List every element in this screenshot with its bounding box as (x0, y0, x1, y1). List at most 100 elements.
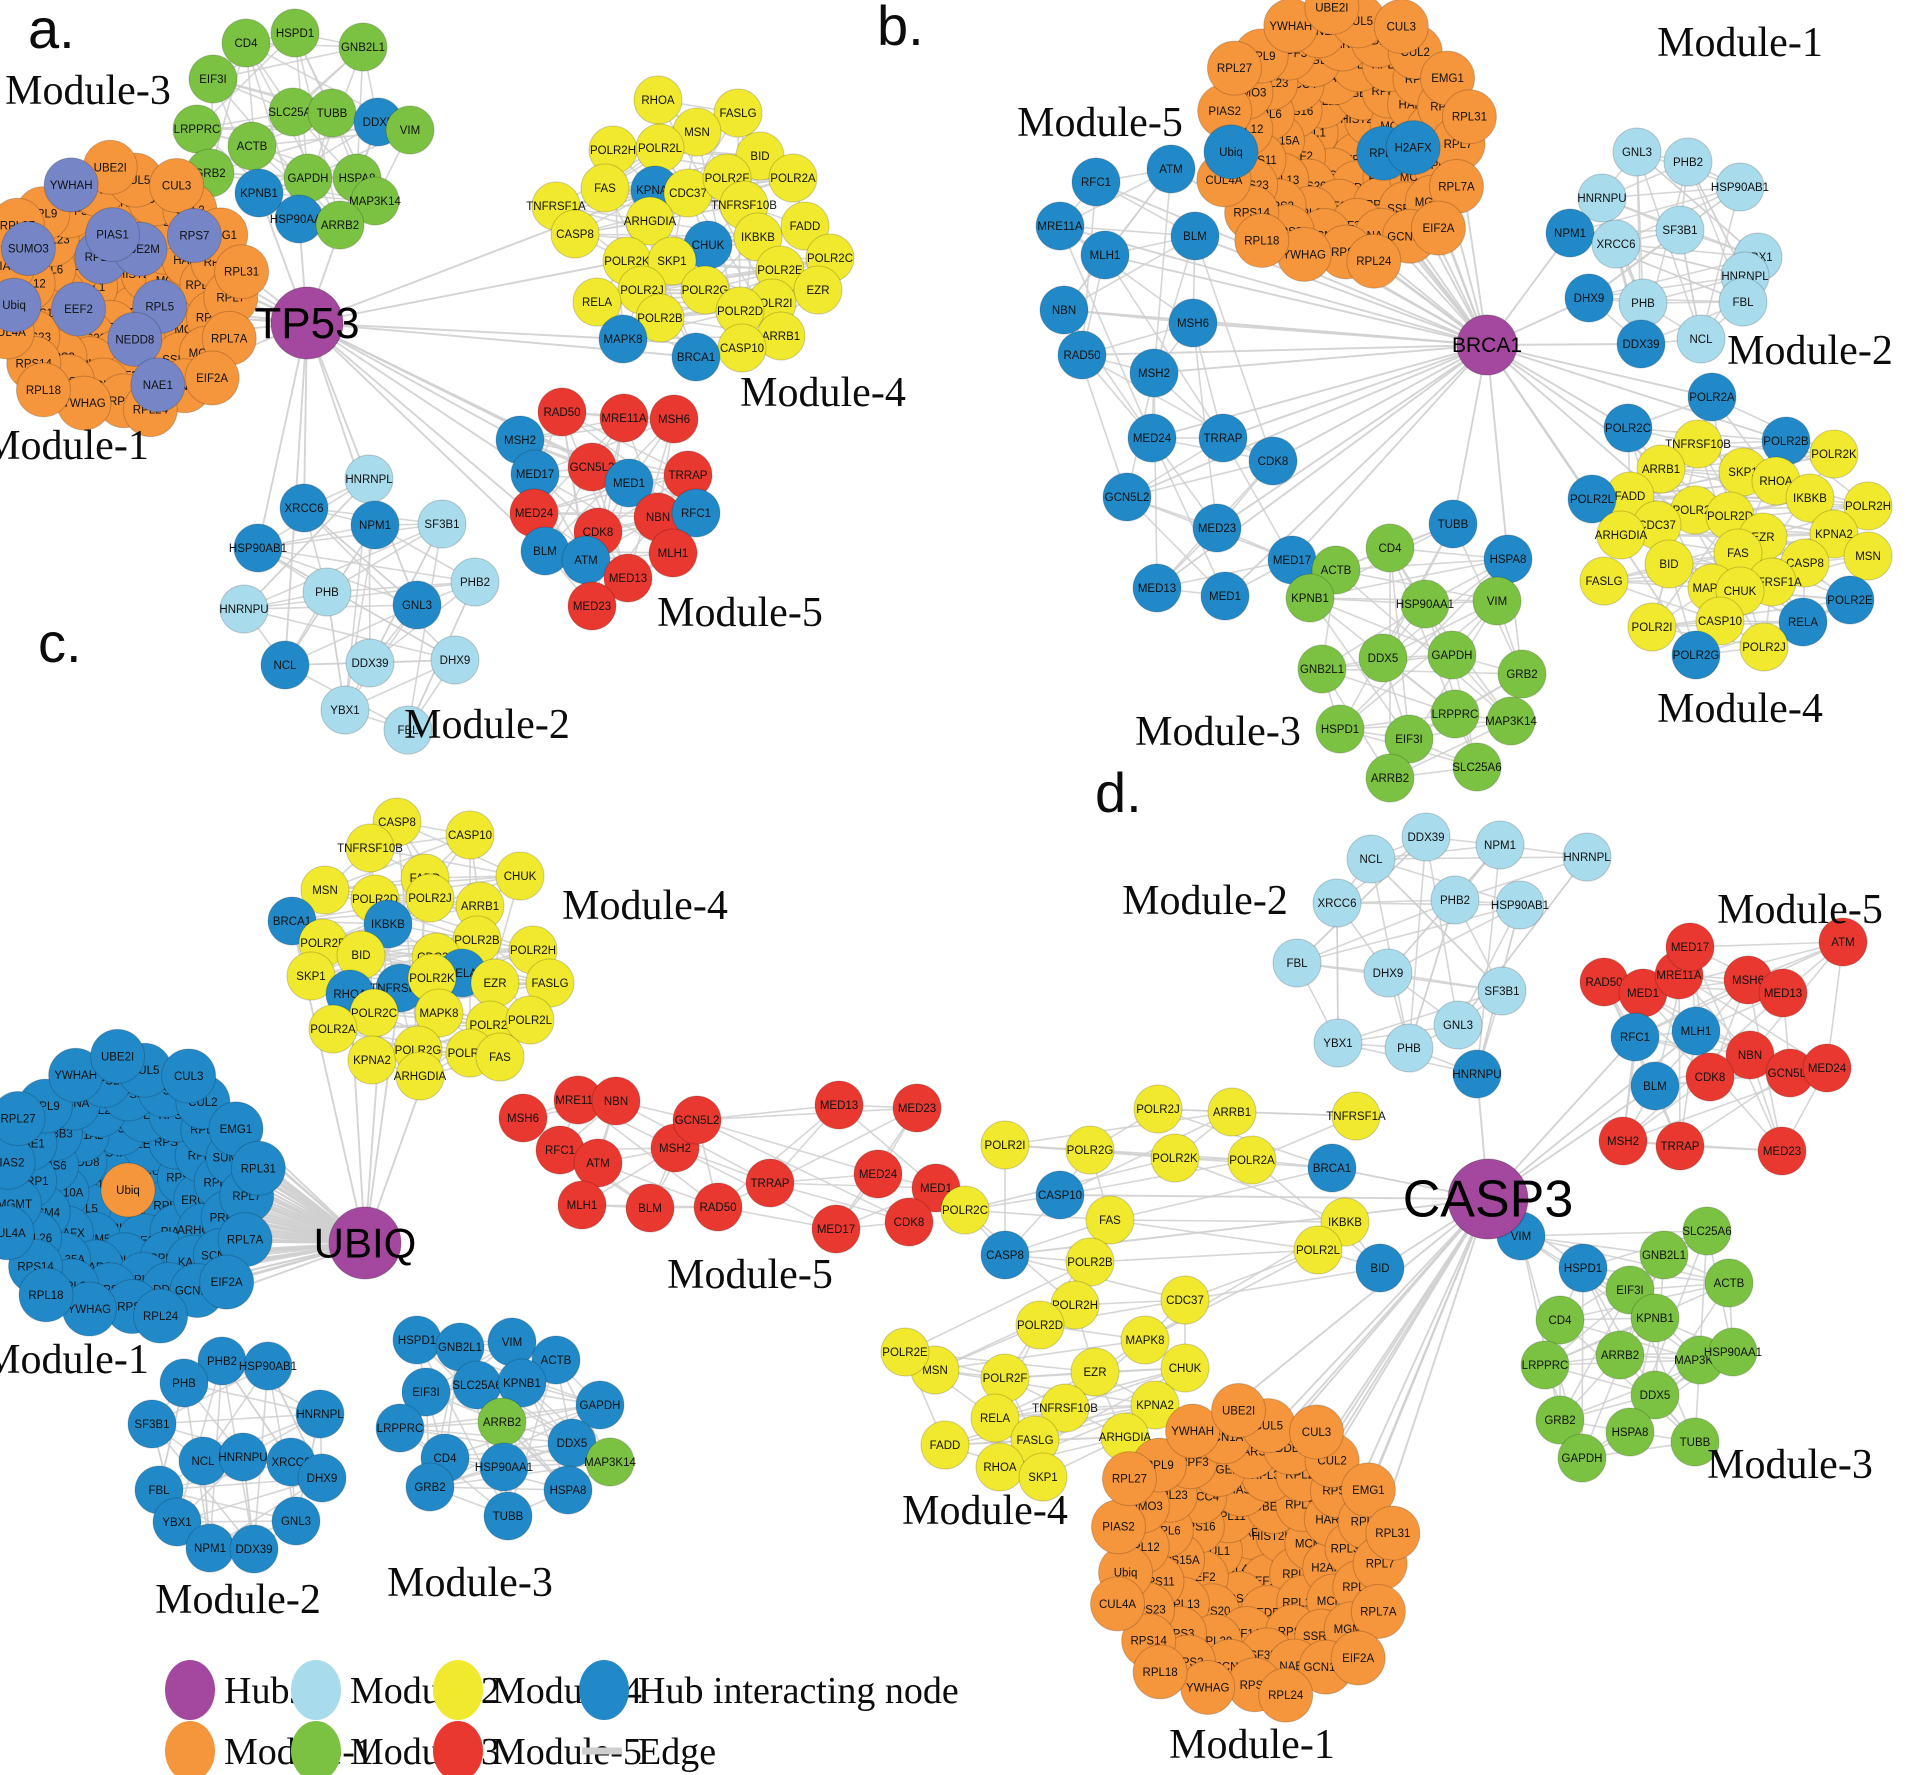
node-TUBB[interactable]: TUBB (1428, 499, 1478, 549)
node-circle-RELA[interactable] (970, 1393, 1020, 1443)
node-RPL24[interactable]: RPL24 (1346, 233, 1402, 289)
node-MSH2[interactable]: MSH2 (1598, 1116, 1648, 1166)
node-circle-CDK8[interactable] (884, 1197, 934, 1247)
node-circle-MSH2[interactable] (1598, 1116, 1648, 1166)
node-SUMO3[interactable]: SUMO3 (0, 221, 56, 277)
node-circle-MED23[interactable] (567, 581, 617, 631)
node-GAPDH[interactable]: GAPDH (1557, 1433, 1607, 1483)
node-MAPK8[interactable]: MAPK8 (1120, 1315, 1170, 1365)
node-CASP10[interactable]: CASP10 (717, 323, 767, 373)
node-circle-YBX1[interactable] (320, 685, 370, 735)
node-circle-NPM1[interactable] (1545, 208, 1595, 258)
hub-circle[interactable] (1456, 314, 1518, 376)
node-MRE11A[interactable]: MRE11A (599, 393, 649, 443)
node-circle-ARHGDIA[interactable] (1596, 510, 1646, 560)
node-RAD50[interactable]: RAD50 (693, 1182, 743, 1232)
node-DDX39[interactable]: DDX39 (1401, 812, 1451, 862)
node-circle-EIF2A[interactable] (1410, 200, 1466, 256)
node-circle-MED24[interactable] (1127, 413, 1177, 463)
node-circle-POLR2C[interactable] (1603, 403, 1653, 453)
node-GNL3[interactable]: GNL3 (1612, 127, 1662, 177)
node-FAS[interactable]: FAS (580, 163, 630, 213)
node-circle-MED13[interactable] (603, 553, 653, 603)
node-circle-TNFRSF1A[interactable] (1331, 1091, 1381, 1141)
node-circle-POLR2A[interactable] (308, 1004, 358, 1054)
node-circle-ARHGDIA[interactable] (395, 1051, 445, 1101)
node-TUBB[interactable]: TUBB (307, 88, 357, 138)
node-circle-CASP10[interactable] (1035, 1170, 1085, 1220)
node-circle-GCN5L2[interactable] (1102, 472, 1152, 522)
node-circle-MLH1[interactable] (557, 1180, 607, 1230)
node-circle-BLM[interactable] (625, 1183, 675, 1233)
node-POLR2A[interactable]: POLR2A (1687, 372, 1737, 422)
node-H2AFX[interactable]: H2AFX (1385, 120, 1441, 176)
node-TNFRSF1A[interactable]: TNFRSF1A (1326, 1091, 1386, 1141)
node-DHX9[interactable]: DHX9 (430, 635, 480, 685)
node-DDX39[interactable]: DDX39 (345, 638, 395, 688)
node-Ubiq[interactable]: Ubiq (100, 1162, 156, 1218)
node-MLH1[interactable]: MLH1 (648, 528, 698, 578)
node-circle-GAPDH[interactable] (1427, 630, 1477, 680)
node-circle-RPL18[interactable] (1132, 1644, 1188, 1700)
node-circle-POLR2D[interactable] (1015, 1300, 1065, 1350)
node-POLR2E[interactable]: POLR2E (1825, 575, 1875, 625)
node-FAS[interactable]: FAS (475, 1032, 525, 1082)
node-CDK8[interactable]: CDK8 (1685, 1052, 1735, 1102)
node-YWHAH[interactable]: YWHAH (43, 157, 99, 213)
node-circle-HSP90AB1[interactable] (1495, 880, 1545, 930)
node-GAPDH[interactable]: GAPDH (1427, 630, 1477, 680)
node-NCL[interactable]: NCL (1676, 314, 1726, 364)
node-BLM[interactable]: BLM (520, 526, 570, 576)
node-circle-FAS[interactable] (475, 1032, 525, 1082)
node-POLR2D[interactable]: POLR2D (1015, 1300, 1065, 1350)
node-circle-POLR2J[interactable] (1739, 622, 1789, 672)
node-circle-RPL24[interactable] (133, 1288, 189, 1344)
node-YWHAG[interactable]: YWHAG (1180, 1659, 1236, 1715)
node-circle-BLM[interactable] (520, 526, 570, 576)
node-GNL3[interactable]: GNL3 (271, 1496, 321, 1546)
node-circle-BLM[interactable] (1170, 211, 1220, 261)
node-circle-RAD50[interactable] (693, 1182, 743, 1232)
node-RPL7A[interactable]: RPL7A (1350, 1583, 1406, 1639)
node-BID[interactable]: BID (1355, 1243, 1405, 1293)
node-HSP90AB1[interactable]: HSP90AB1 (1711, 162, 1769, 212)
node-circle-POLR2C[interactable] (940, 1185, 990, 1235)
node-HSPD1[interactable]: HSPD1 (270, 8, 320, 58)
node-SF3B1[interactable]: SF3B1 (1477, 966, 1527, 1016)
node-circle-HSPD1[interactable] (1315, 704, 1365, 754)
node-circle-HNRNPL[interactable] (1562, 832, 1612, 882)
node-circle-MSH6[interactable] (649, 394, 699, 444)
node-circle-MSH2[interactable] (1129, 348, 1179, 398)
node-CD4[interactable]: CD4 (1365, 523, 1415, 573)
node-circle-EIF3I[interactable] (401, 1367, 451, 1417)
node-VIM[interactable]: VIM (385, 105, 435, 155)
node-NPM1[interactable]: NPM1 (1545, 208, 1595, 258)
node-circle-MAPK8[interactable] (598, 314, 648, 364)
node-circle-UBE2I[interactable] (1211, 1382, 1267, 1438)
node-circle-ARRB2[interactable] (1595, 1330, 1645, 1380)
node-CUL3[interactable]: CUL3 (1288, 1404, 1344, 1460)
node-RPL18[interactable]: RPL18 (1234, 212, 1290, 268)
node-circle-BRCA1[interactable] (671, 332, 721, 382)
node-circle-HNRNPU[interactable] (1452, 1049, 1502, 1099)
node-circle-EIF3I[interactable] (188, 54, 238, 104)
node-PHB2[interactable]: PHB2 (1663, 137, 1713, 187)
node-HSP90AB1[interactable]: HSP90AB1 (1491, 880, 1549, 930)
node-BRCA1[interactable]: BRCA1 (671, 332, 721, 382)
node-CASP10[interactable]: CASP10 (1035, 1170, 1085, 1220)
node-HSPD1[interactable]: HSPD1 (1558, 1243, 1608, 1293)
node-circle-GAPDH[interactable] (283, 153, 333, 203)
node-circle-TUBB[interactable] (483, 1491, 533, 1541)
node-POLR2J[interactable]: POLR2J (1133, 1084, 1183, 1134)
node-circle-POLR2G[interactable] (1065, 1125, 1115, 1175)
node-KPNB1[interactable]: KPNB1 (1285, 573, 1335, 623)
node-POLR2A[interactable]: POLR2A (768, 153, 818, 203)
node-MED23[interactable]: MED23 (567, 581, 617, 631)
node-circle-HSP90AA1[interactable] (274, 194, 324, 244)
node-circle-GNB2L1[interactable] (1297, 644, 1347, 694)
node-circle-EZR[interactable] (470, 958, 520, 1008)
node-TRRAP[interactable]: TRRAP (1655, 1121, 1705, 1171)
node-circle-PIAS1[interactable] (85, 207, 141, 263)
node-HSPA8[interactable]: HSPA8 (1605, 1407, 1655, 1457)
node-GCN5L2[interactable]: GCN5L2 (672, 1095, 722, 1145)
